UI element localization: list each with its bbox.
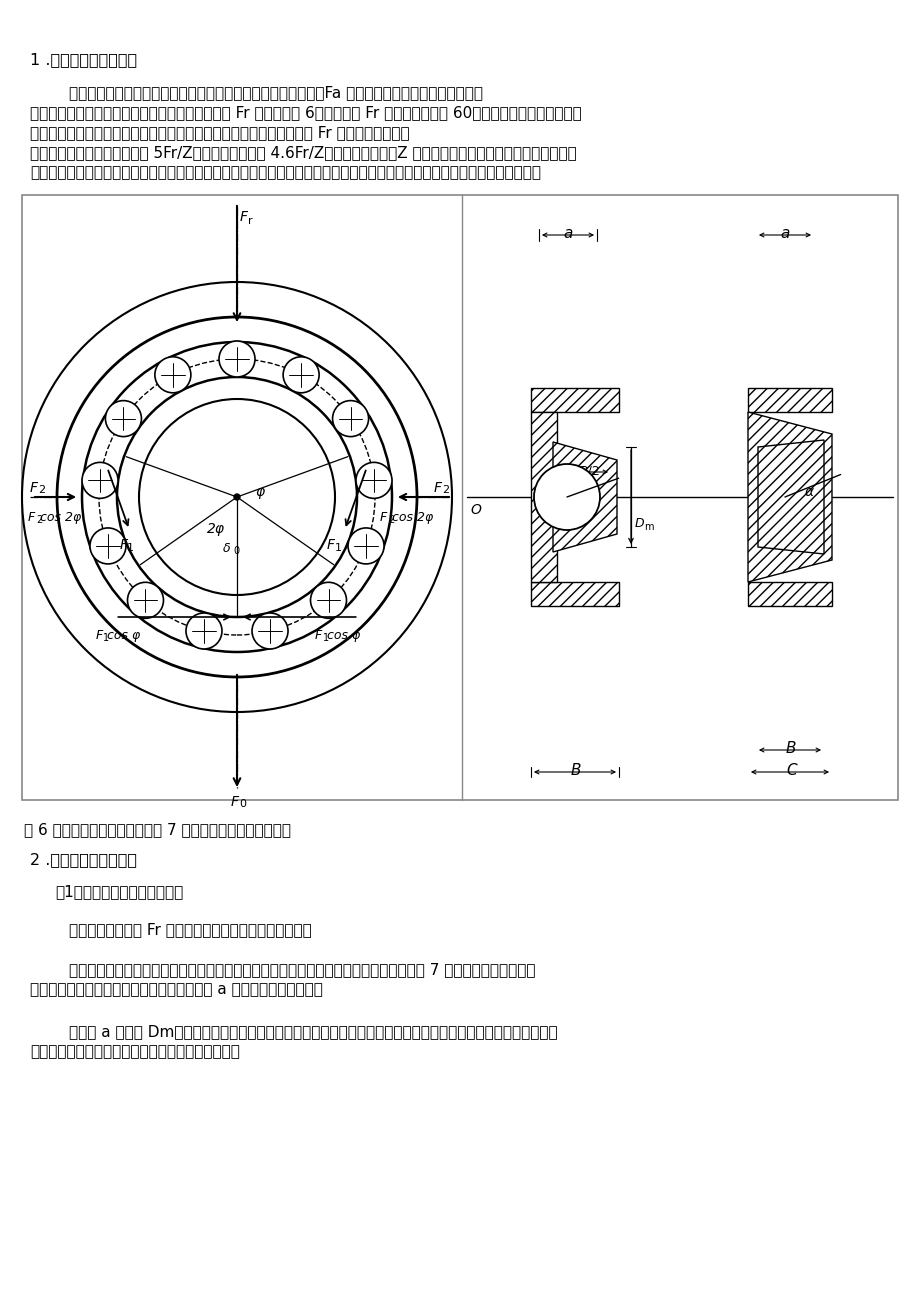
Circle shape: [219, 341, 255, 377]
Circle shape: [82, 463, 118, 498]
Text: r: r: [248, 216, 253, 225]
Circle shape: [128, 582, 164, 619]
Text: cos 2φ: cos 2φ: [40, 511, 81, 524]
Text: 2: 2: [36, 515, 42, 525]
Text: 1 .滚动轴承的受力分析: 1 .滚动轴承的受力分析: [30, 52, 137, 66]
Text: 2: 2: [388, 515, 394, 525]
Text: F: F: [119, 538, 127, 551]
Text: a: a: [779, 225, 789, 241]
Circle shape: [57, 317, 416, 678]
Text: 2: 2: [441, 485, 448, 495]
Circle shape: [139, 399, 335, 595]
Text: a: a: [562, 225, 572, 241]
Bar: [747, 388, 831, 412]
Text: B/2: B/2: [579, 464, 600, 477]
Circle shape: [106, 400, 142, 437]
Text: 半圈各滚动体由于个接触点上的弹性变形量不同承受不同的载荷，处于 Fr 作用线最下位置的: 半圈各滚动体由于个接触点上的弹性变形量不同承受不同的载荷，处于 Fr 作用线最下…: [30, 125, 409, 139]
Text: α: α: [804, 485, 813, 499]
Circle shape: [356, 463, 391, 498]
Circle shape: [117, 377, 357, 618]
Text: δ: δ: [222, 542, 231, 555]
Text: F: F: [314, 629, 322, 642]
Text: B: B: [785, 741, 796, 756]
Text: 圆锥滚子轴承载荷中心与轴承外侧端面的距离 a 可由直接从手册查得。: 圆锥滚子轴承载荷中心与轴承外侧端面的距离 a 可由直接从手册查得。: [30, 982, 323, 997]
Text: α: α: [586, 489, 596, 503]
Text: C: C: [785, 764, 796, 778]
Circle shape: [90, 528, 126, 564]
Text: F: F: [28, 511, 35, 524]
Text: 0: 0: [239, 799, 245, 809]
Bar: [530, 582, 618, 606]
Text: D: D: [634, 517, 644, 530]
Text: 2 .滚动轴承的载荷计算: 2 .滚动轴承的载荷计算: [30, 852, 137, 866]
Text: 2: 2: [38, 485, 45, 495]
Polygon shape: [747, 412, 831, 582]
Circle shape: [186, 612, 221, 649]
Text: 1: 1: [323, 633, 328, 642]
Text: φ: φ: [255, 485, 264, 499]
Text: 图 6 滚动轴承径向载荷的分析图 7 角接触轴承的载荷作用中心: 图 6 滚动轴承径向载荷的分析图 7 角接触轴承的载荷作用中心: [24, 822, 290, 837]
Text: 接触角 a 及直径 Dm越大，载荷作用中心距轴承宽度中点越远。为了简化计算，常假设载荷中心就在轴承宽度中点，: 接触角 a 及直径 Dm越大，载荷作用中心距轴承宽度中点越远。为了简化计算，常假…: [30, 1024, 557, 1038]
Text: F: F: [231, 795, 239, 809]
Text: 2φ: 2φ: [207, 523, 225, 536]
Circle shape: [82, 341, 391, 652]
Text: F: F: [326, 538, 335, 551]
Circle shape: [233, 494, 240, 500]
Text: 滚动体承载最大，具值近似为 5Fr/Z（点接触轴承）或 4.6Fr/Z（线接触轴承），Z 为轴承滚动体总数，远离作用线的各滚动: 滚动体承载最大，具值近似为 5Fr/Z（点接触轴承）或 4.6Fr/Z（线接触轴…: [30, 145, 576, 160]
Text: 一般轴承径向载荷 Fr 作用中心。的位置为轴承宽度中点。: 一般轴承径向载荷 Fr 作用中心。的位置为轴承宽度中点。: [30, 923, 312, 937]
Circle shape: [347, 528, 383, 564]
Text: 1: 1: [103, 633, 109, 642]
Text: F: F: [240, 210, 248, 224]
Circle shape: [311, 582, 346, 619]
Text: 但这对于跨距较小的轴，误差较大，不宜随便简化。: 但这对于跨距较小的轴，误差较大，不宜随便简化。: [30, 1044, 240, 1059]
Text: cos 2φ: cos 2φ: [391, 511, 433, 524]
Bar: [530, 412, 556, 582]
Bar: [747, 582, 831, 606]
Text: 1: 1: [127, 543, 134, 552]
Text: 体承载逐渐减小。对于内外圈相对转动的滚动轴承，滚动体的位置是不断变化的，因此，每个滚动体所受的径向载荷是变载荷。: 体承载逐渐减小。对于内外圈相对转动的滚动轴承，滚动体的位置是不断变化的，因此，每…: [30, 165, 540, 180]
Text: F: F: [380, 511, 387, 524]
Text: O: O: [470, 503, 481, 517]
Text: cos φ: cos φ: [108, 629, 141, 642]
Text: F: F: [96, 629, 102, 642]
Circle shape: [283, 357, 319, 392]
Bar: [530, 388, 618, 412]
Polygon shape: [757, 440, 823, 554]
Text: cos φ: cos φ: [326, 629, 359, 642]
Circle shape: [154, 357, 190, 392]
Text: （1）滚动轴承的径向载荷计算: （1）滚动轴承的径向载荷计算: [55, 883, 183, 899]
Polygon shape: [552, 442, 617, 552]
Circle shape: [533, 464, 599, 530]
Bar: [22, 195, 897, 800]
Text: 角接触轴承径向载荷作用中心。的位置应为各滚动体的载荷矢量与轴中心线的交点，如图 7 所示。角接触球轴承、: 角接触轴承径向载荷作用中心。的位置应为各滚动体的载荷矢量与轴中心线的交点，如图 …: [30, 962, 535, 977]
Text: B: B: [571, 764, 581, 778]
Text: 载荷，即各滚动体受力相等。当轴承在纯径向载荷 Fr 作用下（图 6），内圈沿 Fr 方向移动一距离 60，上半圈滚动体不承载，下: 载荷，即各滚动体受力相等。当轴承在纯径向载荷 Fr 作用下（图 6），内圈沿 F…: [30, 106, 581, 120]
Text: m: m: [643, 523, 652, 532]
Text: 0: 0: [233, 546, 239, 556]
Circle shape: [252, 612, 288, 649]
Text: F: F: [434, 481, 441, 495]
Text: 1: 1: [335, 543, 341, 552]
Circle shape: [332, 400, 369, 437]
Text: F: F: [30, 481, 38, 495]
Text: 滚动轴承在工作中，在通过轴心线的轴向载荷（中心轴向载荷）Fa 作用下，可认为各滚动体平均分担: 滚动轴承在工作中，在通过轴心线的轴向载荷（中心轴向载荷）Fa 作用下，可认为各滚…: [30, 85, 482, 100]
